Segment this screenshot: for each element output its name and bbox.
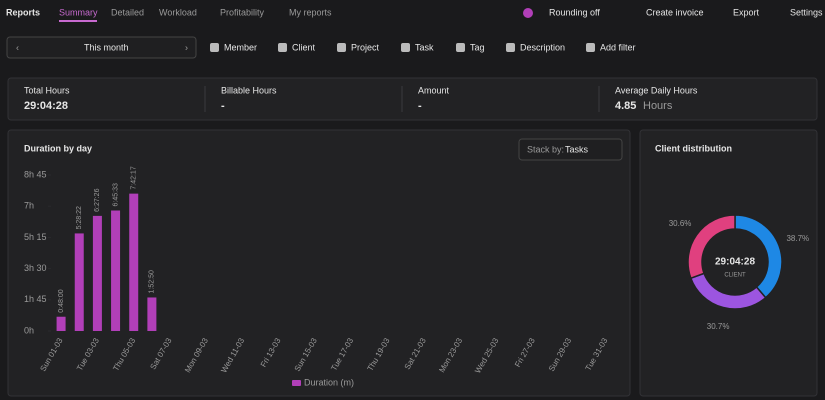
tab[interactable]: Profitability [220, 7, 265, 17]
pie-label: 30.6% [669, 219, 692, 228]
data-label: 6:45:33 [112, 183, 119, 206]
bar [129, 193, 139, 331]
stat-unit: Hours [643, 100, 673, 112]
filter[interactable]: Tag [470, 42, 485, 52]
y-tick-label: 7h [24, 201, 34, 211]
stack-value: Tasks [565, 144, 589, 154]
bar [147, 297, 157, 331]
bar [111, 210, 121, 331]
filter[interactable]: Task [415, 42, 434, 52]
action[interactable]: Rounding off [549, 7, 600, 17]
stat-label: Billable Hours [221, 85, 277, 95]
stack-label: Stack by: [527, 144, 564, 154]
filter[interactable]: Add filter [600, 42, 636, 52]
legend-label: Duration (m) [304, 377, 354, 387]
filter-icon[interactable] [586, 43, 595, 52]
filter-icon[interactable] [456, 43, 465, 52]
y-tick-label: 5h 15 [24, 232, 47, 242]
chart-panel [7, 129, 631, 397]
action[interactable]: Create invoice [646, 7, 704, 17]
bar [74, 233, 84, 331]
data-label: 1:52:50 [149, 270, 156, 293]
bar [56, 316, 66, 331]
stat-value: - [221, 100, 225, 112]
stat-label: Amount [418, 85, 450, 95]
page-title: Reports [6, 7, 40, 17]
filter-icon[interactable] [506, 43, 515, 52]
legend-swatch [292, 380, 301, 386]
tab[interactable]: Workload [159, 7, 197, 17]
tab[interactable]: Detailed [111, 7, 144, 17]
filter[interactable]: Project [351, 42, 380, 52]
client-panel [639, 129, 818, 397]
bar [92, 215, 102, 331]
tab[interactable]: My reports [289, 7, 332, 17]
filter[interactable]: Description [520, 42, 565, 52]
pie-label: 38.7% [786, 234, 809, 243]
stat-label: Average Daily Hours [615, 85, 698, 95]
y-tick-label: 1h 45 [24, 294, 47, 304]
pie-slice [687, 214, 736, 280]
prev[interactable]: ‹ [16, 42, 19, 52]
stat-value: - [418, 100, 422, 112]
stats-panel [7, 77, 818, 121]
pie-label: 30.7% [707, 322, 730, 331]
action[interactable]: Export [733, 7, 760, 17]
stat-value: 29:04:28 [24, 100, 68, 112]
filter-icon[interactable] [337, 43, 346, 52]
y-tick-label: 0h [24, 325, 34, 335]
action[interactable]: Settings [790, 7, 823, 17]
stat-label: Total Hours [24, 85, 70, 95]
tab[interactable]: Summary [59, 7, 98, 17]
filter[interactable]: Member [224, 42, 257, 52]
pie-title: Client distribution [655, 143, 732, 153]
stat-value: 4.85 [615, 100, 636, 112]
filter-icon[interactable] [278, 43, 287, 52]
y-tick-label: 8h 45 [24, 169, 47, 179]
data-label: 6:27:26 [94, 188, 101, 211]
filter-icon[interactable] [401, 43, 410, 52]
data-label: 5:28:22 [76, 206, 83, 229]
data-label: 7:42:17 [131, 166, 138, 189]
filter-icon[interactable] [210, 43, 219, 52]
y-tick-label: 3h 30 [24, 263, 47, 273]
pie-center-label: CLIENT [724, 273, 746, 279]
stack-select[interactable] [518, 138, 623, 161]
pie-center-value: 29:04:28 [715, 257, 755, 268]
next[interactable]: › [185, 42, 188, 52]
date-range-label: This month [84, 42, 129, 52]
date-range[interactable] [6, 36, 197, 59]
chart-title: Duration by day [24, 143, 92, 153]
toggle[interactable] [523, 8, 533, 18]
filter[interactable]: Client [292, 42, 316, 52]
data-label: 0:48:00 [58, 289, 65, 312]
